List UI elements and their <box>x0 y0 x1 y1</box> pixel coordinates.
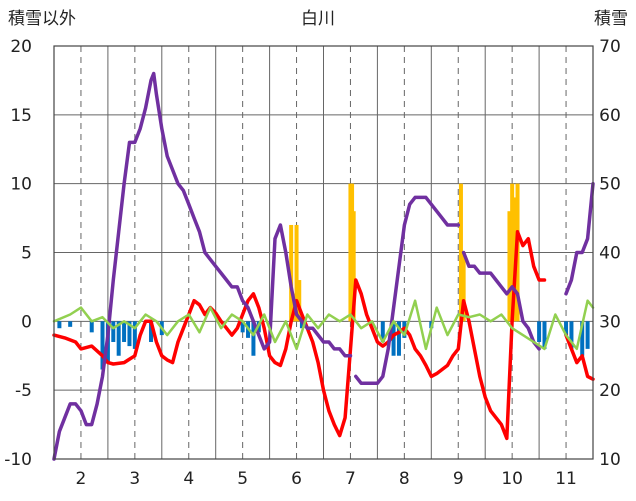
chart-title: 白川 <box>301 9 335 29</box>
x-tick-label: 10 <box>501 469 523 489</box>
blue-bar <box>569 321 574 349</box>
plot-frame <box>53 45 594 460</box>
left-tick-label: -10 <box>4 450 32 470</box>
orange-bar <box>294 224 299 322</box>
purple-series-line <box>52 71 353 461</box>
grid-lines <box>54 46 593 459</box>
blue-bar <box>149 321 154 342</box>
right-tick-label: 30 <box>599 312 621 332</box>
blue-bar <box>127 321 132 347</box>
left-tick-label: 5 <box>21 244 32 264</box>
blue-bar <box>391 321 396 356</box>
left-tick-label: 0 <box>21 312 32 332</box>
blue-bar <box>542 321 547 349</box>
line-series <box>52 71 595 461</box>
x-tick-label: 11 <box>555 469 577 489</box>
orange-bar <box>507 211 512 322</box>
blue-bar <box>564 321 569 336</box>
purple-series-line <box>564 181 595 296</box>
x-tick-label: 6 <box>291 469 302 489</box>
x-tick-label: 7 <box>345 469 356 489</box>
right-tick-label: 10 <box>599 450 621 470</box>
right-tick-label: 40 <box>599 244 621 264</box>
blue-bar <box>57 321 62 329</box>
x-tick-label: 9 <box>453 469 464 489</box>
blue-bar <box>116 321 121 356</box>
blue-bar <box>68 321 73 327</box>
blue-bar <box>240 321 245 333</box>
plot-border <box>53 45 594 460</box>
right-tick-label: 20 <box>599 381 621 401</box>
red-series-line <box>564 333 595 381</box>
left-tick-label: 10 <box>10 175 32 195</box>
orange-bar <box>461 252 466 322</box>
left-axis-label: 積雪以外 <box>8 9 76 29</box>
blue-bar <box>396 321 401 356</box>
blue-bar <box>132 321 137 349</box>
blue-bar <box>580 321 585 356</box>
left-tick-label: 20 <box>10 37 32 57</box>
orange-bar <box>297 280 302 322</box>
blue-bar <box>299 321 304 329</box>
purple-series-line <box>354 195 461 386</box>
blue-bar <box>251 321 256 356</box>
green-series-line <box>52 299 595 351</box>
blue-bar <box>89 321 94 333</box>
right-tick-label: 70 <box>599 37 621 57</box>
blue-bar <box>537 321 542 342</box>
x-tick-label: 4 <box>183 469 194 489</box>
left-tick-label: -5 <box>15 381 32 401</box>
x-tick-label: 2 <box>76 469 87 489</box>
orange-bar <box>510 183 515 322</box>
blue-bar <box>122 321 127 342</box>
orange-bar <box>458 183 463 322</box>
orange-bar <box>351 211 356 322</box>
orange-bar <box>289 224 294 322</box>
purple-series-line <box>461 250 541 351</box>
x-tick-label: 8 <box>399 469 410 489</box>
left-tick-label: 15 <box>10 106 32 126</box>
x-tick-label: 5 <box>237 469 248 489</box>
right-tick-label: 60 <box>599 106 621 126</box>
blue-bar <box>380 321 385 342</box>
right-tick-label: 50 <box>599 175 621 195</box>
blue-bar <box>100 321 105 370</box>
blue-bar <box>111 321 116 342</box>
x-tick-label: 3 <box>129 469 140 489</box>
right-axis-label: 積雪 <box>594 9 628 29</box>
blue-bar <box>585 321 590 349</box>
